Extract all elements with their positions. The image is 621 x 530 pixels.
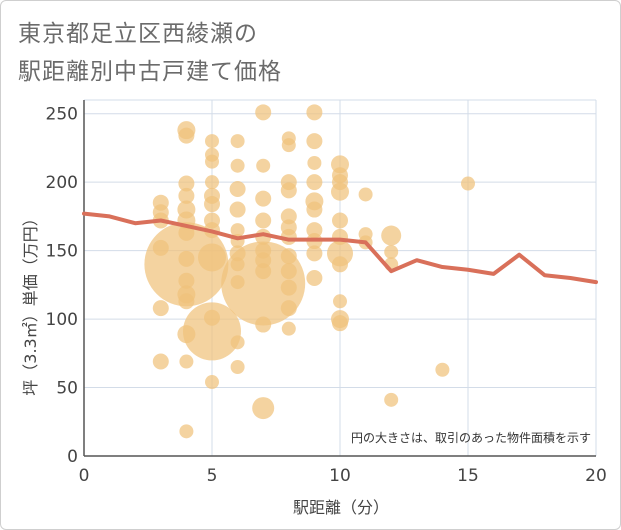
average-line-layer xyxy=(82,211,598,285)
chart-title-line2: 駅距離別中古戸建て価格 xyxy=(18,59,282,85)
bubble-point xyxy=(331,182,349,201)
bubble-point xyxy=(256,158,271,173)
bubble-point xyxy=(178,293,195,310)
bubble-point xyxy=(332,212,348,229)
bubble-point xyxy=(358,187,373,202)
bubble-point xyxy=(255,212,272,229)
bubble-point xyxy=(333,294,347,309)
bubble-point xyxy=(152,300,169,317)
bubble-point xyxy=(306,245,323,262)
x-tick-label: 15 xyxy=(457,466,479,486)
bubble-point xyxy=(229,201,246,218)
bubble-point xyxy=(230,223,245,238)
bubble-point xyxy=(306,174,323,191)
bubble-point xyxy=(230,158,245,173)
bubble-point xyxy=(152,353,169,370)
bubble-point xyxy=(280,208,297,225)
bubble-point xyxy=(179,424,194,439)
bubble-point xyxy=(280,182,297,199)
bubble-point xyxy=(252,397,275,420)
size-note: 円の大きさは、取引のあった物件面積を示す xyxy=(351,430,591,445)
bubble-layer xyxy=(144,104,475,439)
y-axis-label: 坪（3.3㎡）単価（万円） xyxy=(21,210,40,395)
tick-labels: 0 50 100 150 200 250 0 5 10 15 20 xyxy=(46,105,607,486)
bubble-point xyxy=(205,154,219,169)
bubble-point xyxy=(204,196,220,213)
bubble-point xyxy=(183,302,241,361)
bubble-point xyxy=(435,362,450,377)
x-tick-label: 5 xyxy=(207,466,218,486)
bubble-point xyxy=(306,222,323,239)
bubble-point xyxy=(178,187,195,204)
bubble-point xyxy=(280,248,297,265)
bubble-point xyxy=(178,127,195,144)
x-tick-label: 10 xyxy=(329,466,351,486)
x-tick-label: 20 xyxy=(585,466,607,486)
bubble-point xyxy=(280,263,297,280)
bubble-point xyxy=(144,222,229,307)
bubble-point xyxy=(178,175,195,192)
y-tick-label: 100 xyxy=(46,310,78,330)
bubble-point xyxy=(332,315,348,332)
bubble-point xyxy=(280,300,297,317)
average-price-line xyxy=(82,211,598,285)
bubble-point xyxy=(384,392,399,407)
bubble-point xyxy=(255,104,272,121)
y-tick-label: 200 xyxy=(46,173,78,193)
y-tick-label: 150 xyxy=(46,242,78,262)
bubble-point xyxy=(205,175,219,190)
bubble-point xyxy=(381,225,402,246)
bubble-point xyxy=(205,375,219,390)
bubble-point xyxy=(229,181,246,197)
x-axis-label: 駅距離（分） xyxy=(293,498,389,517)
bubble-point xyxy=(306,133,323,150)
bubble-point xyxy=(384,244,399,259)
bubble-point xyxy=(281,321,296,336)
bubble-point xyxy=(179,354,194,369)
bubble-point xyxy=(332,256,348,273)
chart-title-line1: 東京都足立区西綾瀬の xyxy=(18,21,258,47)
bubble-point xyxy=(280,279,297,296)
bubble-point xyxy=(307,155,322,170)
bubble-point xyxy=(230,360,245,374)
grid-lines xyxy=(83,99,597,457)
bubble-point xyxy=(281,138,296,153)
bubble-point xyxy=(255,190,272,207)
y-tick-label: 50 xyxy=(56,379,78,399)
x-tick-label: 0 xyxy=(79,466,90,486)
bubble-point xyxy=(461,176,475,191)
bubble-point xyxy=(230,335,245,350)
bubble-point xyxy=(255,316,272,333)
bubble-point xyxy=(178,272,195,289)
bubble-point xyxy=(306,201,323,218)
bubble-point xyxy=(306,270,323,286)
bubble-point xyxy=(205,134,219,149)
y-tick-label: 250 xyxy=(46,105,78,125)
bubble-point xyxy=(198,243,226,272)
bubble-point xyxy=(230,134,245,149)
bubble-point xyxy=(306,104,323,121)
y-tick-label: 0 xyxy=(67,447,78,467)
